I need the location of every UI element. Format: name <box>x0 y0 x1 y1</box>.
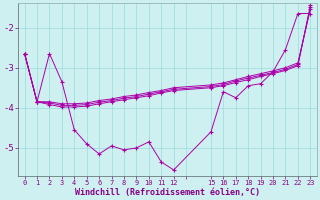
X-axis label: Windchill (Refroidissement éolien,°C): Windchill (Refroidissement éolien,°C) <box>75 188 260 197</box>
